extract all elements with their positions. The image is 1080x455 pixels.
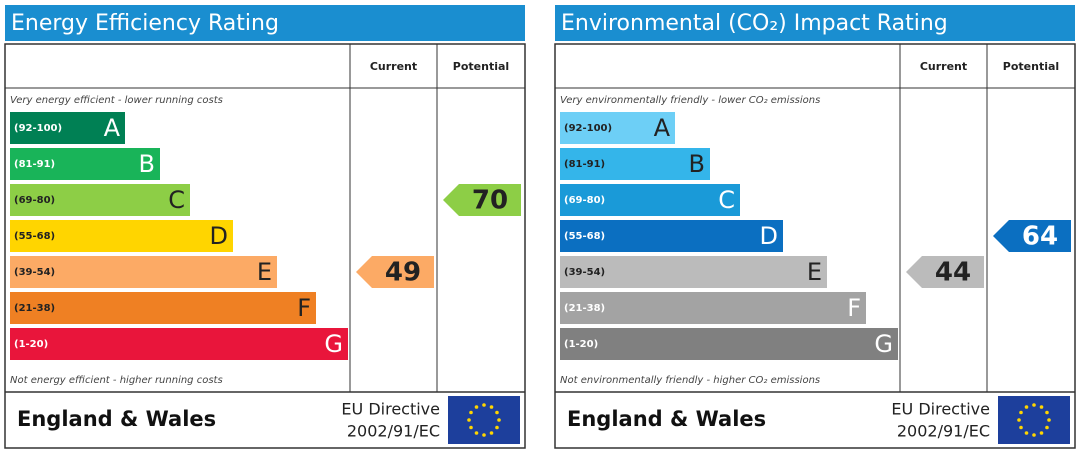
band-bar	[560, 148, 710, 180]
flag-star	[495, 410, 499, 415]
band-range: (55-68)	[14, 231, 55, 242]
band-range: (69-80)	[14, 195, 55, 206]
band-letter: C	[718, 186, 735, 214]
top-note: Very energy efficient - lower running co…	[10, 95, 223, 106]
band-letter: B	[689, 150, 705, 178]
band-letter: F	[297, 294, 311, 322]
flag-star	[1032, 433, 1036, 437]
band-letter: E	[257, 258, 272, 286]
rating-value: 44	[935, 258, 971, 288]
band-bar	[10, 328, 348, 360]
band-range: (55-68)	[564, 231, 605, 242]
flag-star	[469, 410, 473, 415]
band-bar	[560, 184, 740, 216]
band-bar	[10, 148, 160, 180]
flag-star	[495, 425, 499, 430]
band-bar	[10, 220, 233, 252]
band-bar	[560, 328, 898, 360]
band-bar	[10, 184, 190, 216]
directive: 2002/91/EC	[347, 422, 440, 441]
band-letter: A	[654, 114, 671, 142]
title-bar	[555, 5, 1075, 41]
flag-star	[1019, 425, 1023, 430]
rating-value: 64	[1022, 222, 1058, 252]
flag-star	[1045, 410, 1049, 415]
band-range: (21-38)	[564, 303, 605, 314]
flag-star	[489, 431, 494, 435]
band-range: (1-20)	[14, 339, 48, 350]
band-range: (81-91)	[14, 159, 55, 170]
rating-value: 49	[385, 258, 421, 288]
band-range: (81-91)	[564, 159, 605, 170]
band-bar	[560, 112, 675, 144]
rating-arrow	[356, 256, 434, 288]
band-letter: C	[168, 186, 185, 214]
band-range: (92-100)	[564, 123, 612, 134]
top-note: Very environmentally friendly - lower CO…	[560, 95, 820, 106]
band-letter: E	[807, 258, 822, 286]
flag-star	[467, 418, 471, 422]
flag-star	[1045, 425, 1049, 430]
band-range: (1-20)	[564, 339, 598, 350]
flag-star	[1019, 410, 1023, 415]
region: England & Wales	[567, 407, 766, 431]
flag-star	[482, 433, 486, 437]
flag-star	[489, 405, 494, 409]
band-bar	[560, 220, 783, 252]
directive: 2002/91/EC	[897, 422, 990, 441]
flag-star	[482, 403, 486, 407]
directive: EU Directive	[341, 400, 440, 419]
band-letter: D	[210, 222, 228, 250]
flag-star	[474, 405, 479, 409]
bottom-note: Not energy efficient - higher running co…	[10, 375, 223, 386]
flag-star	[474, 431, 479, 435]
flag-star	[1039, 405, 1044, 409]
column-header: Current	[370, 60, 417, 73]
panel-title: Energy Efficiency Rating	[11, 11, 279, 36]
band-letter: D	[760, 222, 778, 250]
band-bar	[10, 292, 316, 324]
column-header: Potential	[453, 60, 509, 73]
rating-arrow	[443, 184, 521, 216]
band-range: (69-80)	[564, 195, 605, 206]
panel-title: Environmental (CO₂) Impact Rating	[561, 11, 948, 36]
band-letter: A	[104, 114, 121, 142]
rating-arrow	[993, 220, 1071, 252]
band-bar	[560, 292, 866, 324]
rating-arrow	[906, 256, 984, 288]
band-range: (92-100)	[14, 123, 62, 134]
flag-star	[497, 418, 501, 422]
column-header: Current	[920, 60, 967, 73]
flag-star	[1017, 418, 1021, 422]
region: England & Wales	[17, 407, 216, 431]
flag-star	[1024, 431, 1029, 435]
flag-star	[1032, 403, 1036, 407]
band-bar	[10, 256, 277, 288]
band-letter: B	[139, 150, 155, 178]
frame	[554, 43, 1076, 449]
band-bar	[10, 112, 125, 144]
band-bar	[560, 256, 827, 288]
flag-star	[1039, 431, 1044, 435]
flag-star	[469, 425, 473, 430]
flag-star	[1047, 418, 1051, 422]
band-range: (39-54)	[564, 267, 605, 278]
rating-value: 70	[472, 186, 508, 216]
band-letter: G	[324, 330, 343, 358]
band-letter: F	[847, 294, 861, 322]
title-bar	[5, 5, 525, 41]
band-range: (39-54)	[14, 267, 55, 278]
directive: EU Directive	[891, 400, 990, 419]
column-header: Potential	[1003, 60, 1059, 73]
band-range: (21-38)	[14, 303, 55, 314]
bottom-note: Not environmentally friendly - higher CO…	[560, 375, 820, 386]
flag-star	[1024, 405, 1029, 409]
frame	[4, 43, 526, 449]
band-letter: G	[874, 330, 893, 358]
